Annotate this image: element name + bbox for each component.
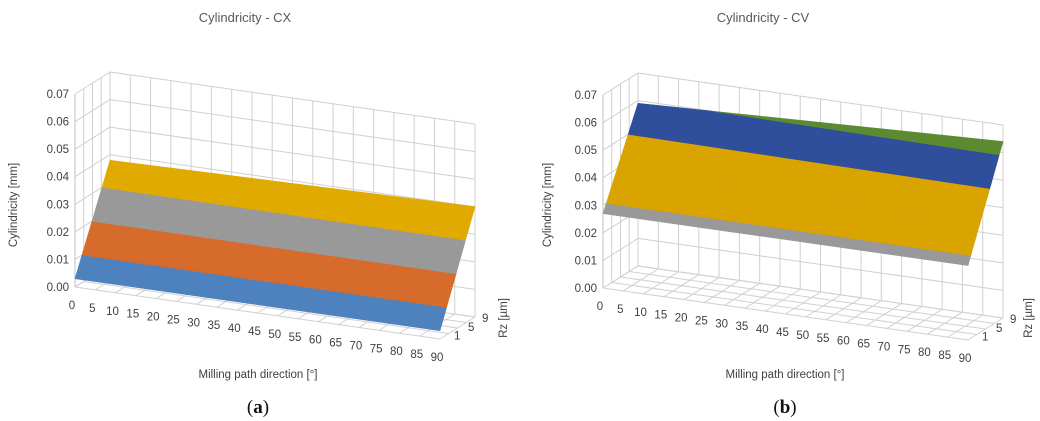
- z-tick-label: 0.01: [47, 254, 69, 266]
- x-tick-label: 5: [617, 304, 623, 316]
- y-tick-labels: 159: [982, 314, 1016, 344]
- z-tick-label: 0.06: [575, 118, 597, 130]
- x-tick-label: 45: [248, 326, 261, 338]
- figure-caption: (a): [247, 397, 269, 418]
- z-tick-label: 0.00: [575, 283, 597, 295]
- y-axis-label: Rz [µm]: [498, 298, 510, 338]
- surface: [74, 159, 476, 332]
- z-tick-label: 0.05: [575, 145, 597, 157]
- z-tick-label: 0.04: [47, 172, 70, 184]
- x-tick-label: 55: [817, 333, 830, 345]
- x-tick-label: 10: [634, 307, 647, 319]
- z-tick-labels: 0.00 0.01 0.02 0.03 0.04 0.05 0.06 0.07: [47, 89, 70, 294]
- y-tick-label: 5: [468, 322, 474, 334]
- x-tick-label: 35: [208, 320, 221, 332]
- x-tick-label: 0: [597, 301, 603, 313]
- z-tick-label: 0.02: [47, 227, 69, 239]
- x-tick-label: 30: [715, 318, 728, 330]
- chart-b-svg: 0.000.010.020.030.040.050.060.070 5 10 15 20…: [542, 10, 1035, 418]
- x-axis-label: Milling path direction [°]: [725, 369, 844, 381]
- z-tick-label: 0.00: [47, 282, 69, 294]
- x-tick-label: 50: [268, 329, 281, 341]
- z-tick-label: 0.07: [575, 90, 597, 102]
- x-tick-label: 55: [289, 332, 302, 344]
- x-tick-label: 25: [695, 315, 708, 327]
- surface-band-3: [101, 159, 476, 241]
- z-axis-label: Cylindricity [mm]: [8, 163, 20, 247]
- chart-a-svg: 0.000.010.020.030.040.050.060.070 5 10 15 20…: [8, 10, 510, 418]
- surface-band-3: [627, 102, 1000, 189]
- x-tick-label: 40: [756, 324, 769, 336]
- caption-letter: a: [253, 397, 263, 418]
- x-tick-label: 70: [877, 341, 890, 353]
- x-tick-label: 90: [959, 353, 972, 365]
- chart-panel-b: 0.00 0.01 0.02 0.03 0.04 0.05 0.06 0.07 0 5 10 15 20…: [525, 0, 1040, 421]
- x-tick-label: 25: [167, 314, 180, 326]
- x-tick-label: 75: [370, 343, 383, 355]
- y-tick-label: 1: [982, 332, 988, 344]
- x-tick-label: 20: [147, 312, 160, 324]
- y-tick-label: 9: [482, 313, 488, 325]
- x-tick-label: 80: [918, 347, 931, 359]
- x-axis-label: Milling path direction [°]: [198, 369, 317, 381]
- x-tick-labels: 0 5 10 15 20 25 30 35 40 45 50 55 60 65 70 75 80 85 90: [69, 300, 444, 364]
- x-tick-label: 85: [938, 350, 951, 362]
- x-tick-label: 20: [675, 313, 688, 325]
- y-axis-label: Rz [µm]: [1023, 298, 1035, 338]
- z-tick-label: 0.04: [575, 173, 598, 185]
- x-tick-label: 85: [410, 349, 423, 361]
- z-tick-label: 0.05: [47, 144, 69, 156]
- x-tick-labels: 0 5 10 15 20 25 30 35 40 45 50 55 60 65 70 75 80 85 90: [597, 301, 972, 365]
- x-tick-label: 60: [309, 335, 322, 347]
- z-tick-labels: 0.00 0.01 0.02 0.03 0.04 0.05 0.06 0.07: [575, 90, 598, 295]
- x-tick-label: 30: [187, 317, 200, 329]
- z-tick-label: 0.01: [575, 255, 597, 267]
- x-tick-label: 40: [228, 323, 241, 335]
- z-axis-label: Cylindricity [mm]: [542, 163, 554, 247]
- x-tick-label: 65: [329, 338, 342, 350]
- figure-caption: (b): [773, 397, 796, 418]
- caption-letter: b: [780, 397, 791, 418]
- x-tick-label: 10: [106, 306, 119, 318]
- z-tick-label: 0.02: [575, 228, 597, 240]
- z-tick-label: 0.07: [47, 89, 69, 101]
- y-tick-label: 5: [996, 323, 1002, 335]
- x-tick-label: 90: [431, 352, 444, 364]
- y-tick-labels: 159: [454, 313, 488, 343]
- chart-panel-a: 0.00 0.01 0.02 0.03 0.04 0.05 0.06 0.07 0 5 10 15 20…: [8, 10, 510, 418]
- x-tick-label: 45: [776, 327, 789, 339]
- x-tick-label: 0: [69, 300, 75, 312]
- z-tick-label: 0.03: [47, 199, 69, 211]
- x-tick-label: 75: [898, 344, 911, 356]
- z-tick-label: 0.06: [47, 117, 69, 129]
- x-tick-label: 50: [796, 330, 809, 342]
- x-tick-label: 15: [654, 310, 667, 322]
- x-tick-label: 80: [390, 346, 403, 358]
- x-tick-label: 60: [837, 336, 850, 348]
- z-tick-label: 0.03: [575, 200, 597, 212]
- x-tick-label: 65: [857, 339, 870, 351]
- surface-band-4: [710, 110, 1004, 156]
- y-tick-label: 9: [1010, 314, 1016, 326]
- x-tick-label: 15: [126, 309, 139, 321]
- x-tick-label: 5: [89, 303, 95, 315]
- y-tick-label: 1: [454, 331, 460, 343]
- chart-title: Cylindricity - CX: [199, 10, 292, 25]
- x-tick-label: 35: [736, 321, 749, 333]
- chart-title: Cylindricity - CV: [717, 10, 810, 25]
- surface: [602, 102, 1004, 266]
- x-tick-label: 70: [349, 340, 362, 352]
